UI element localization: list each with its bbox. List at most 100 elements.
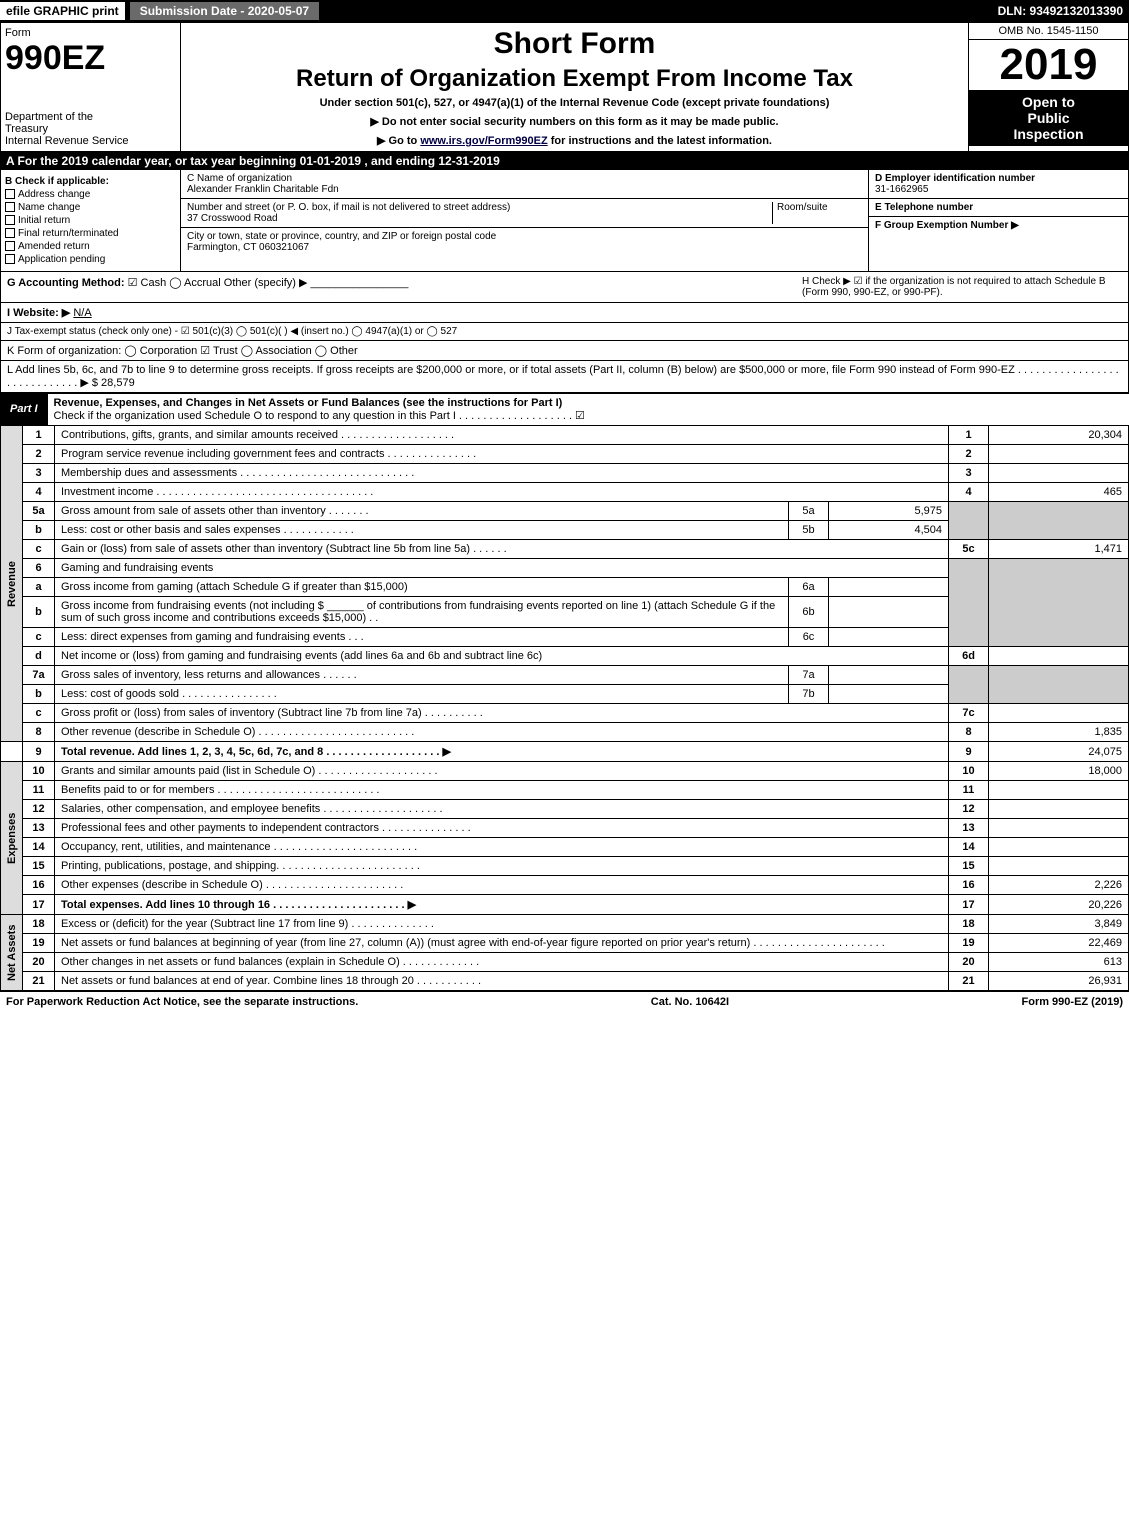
line-17-no: 17 [23,895,55,915]
dept-line-2: Treasury [5,123,176,135]
line-18-value: 3,849 [989,915,1129,934]
city-value: Farmington, CT 060321067 [187,242,862,253]
line-4-text: Investment income . . . . . . . . . . . … [55,483,949,502]
line-7a-no: 7a [23,666,55,685]
form-word: Form [5,27,176,39]
line-9-no: 9 [23,742,55,762]
header-center: Short Form Return of Organization Exempt… [181,23,968,151]
checkbox-initial-return[interactable] [5,215,15,225]
opt-name-change: Name change [18,202,80,213]
line-18-no: 18 [23,915,55,934]
line-19-text: Net assets or fund balances at beginning… [55,934,949,953]
line-16-value: 2,226 [989,876,1129,895]
checkbox-application-pending[interactable] [5,254,15,264]
column-def: D Employer identification number 31-1662… [868,170,1128,271]
line-17-text-cell: Total expenses. Add lines 10 through 16 … [55,895,949,915]
line-12-no: 12 [23,800,55,819]
checkbox-amended-return[interactable] [5,241,15,251]
row-l-text: L Add lines 5b, 6c, and 7b to line 9 to … [7,364,1119,389]
line-2-value [989,445,1129,464]
line-21-colno: 21 [949,972,989,991]
line-21-value: 26,931 [989,972,1129,991]
line-20-no: 20 [23,953,55,972]
inspection-box: Open to Public Inspection [969,90,1128,146]
line-6c-subval [829,628,949,647]
line-19-colno: 19 [949,934,989,953]
line-4-value: 465 [989,483,1129,502]
website-value: N/A [73,307,91,319]
submission-date: Submission Date - 2020-05-07 [129,1,320,21]
instructions-line: ▶ Go to www.irs.gov/Form990EZ for instru… [185,134,964,147]
line-5a-no: 5a [23,502,55,521]
part-1-table: Revenue 1 Contributions, gifts, grants, … [0,425,1129,991]
checkbox-name-change[interactable] [5,202,15,212]
line-7a-subval [829,666,949,685]
line-14-text: Occupancy, rent, utilities, and maintena… [55,838,949,857]
line-9-value: 24,075 [989,742,1129,762]
checkbox-final-return[interactable] [5,228,15,238]
row-i-website: I Website: ▶ N/A [0,303,1129,323]
line-1-text: Contributions, gifts, grants, and simila… [55,426,949,445]
shaded-6-val [989,559,1129,647]
line-20-colno: 20 [949,953,989,972]
city-label: City or town, state or province, country… [187,231,862,242]
line-6a-text: Gross income from gaming (attach Schedul… [55,578,789,597]
line-6d-colno: 6d [949,647,989,666]
footer-form-ref: Form 990-EZ (2019) [1022,996,1123,1008]
line-20-value: 613 [989,953,1129,972]
line-7c-colno: 7c [949,704,989,723]
checkbox-address-change[interactable] [5,189,15,199]
line-13-colno: 13 [949,819,989,838]
org-name-label: C Name of organization [187,173,862,184]
line-21-no: 21 [23,972,55,991]
footer-cat-no: Cat. No. 10642I [651,996,729,1008]
line-15-no: 15 [23,857,55,876]
line-12-text: Salaries, other compensation, and employ… [55,800,949,819]
revenue-section-label: Revenue [1,426,23,742]
line-7b-subval [829,685,949,704]
line-10-colno: 10 [949,762,989,781]
irs-link[interactable]: www.irs.gov/Form990EZ [420,135,547,147]
ein-label: D Employer identification number [875,173,1035,184]
group-exemption-label: F Group Exemption Number ▶ [875,220,1019,231]
efile-print-button[interactable]: efile GRAPHIC print [0,2,125,20]
line-13-value [989,819,1129,838]
line-6b-subval [829,597,949,628]
line-6a-subno: 6a [789,578,829,597]
org-name-value: Alexander Franklin Charitable Fdn [187,184,862,195]
line-1-colno: 1 [949,426,989,445]
netassets-section-label: Net Assets [1,915,23,991]
line-6d-value [989,647,1129,666]
line-14-no: 14 [23,838,55,857]
line-a-tax-year: A For the 2019 calendar year, or tax yea… [0,152,1129,170]
line-5c-colno: 5c [949,540,989,559]
line-6-no: 6 [23,559,55,578]
line-10-value: 18,000 [989,762,1129,781]
line-21-text: Net assets or fund balances at end of ye… [55,972,949,991]
inspection-l2: Public [973,110,1124,126]
shaded-7-val [989,666,1129,704]
line-14-value [989,838,1129,857]
line-7c-no: c [23,704,55,723]
part-1-title: Revenue, Expenses, and Changes in Net As… [48,393,1129,425]
opt-initial-return: Initial return [18,215,70,226]
street-label: Number and street (or P. O. box, if mail… [187,202,772,213]
line-16-colno: 16 [949,876,989,895]
line-5b-subno: 5b [789,521,829,540]
line-6c-text: Less: direct expenses from gaming and fu… [55,628,789,647]
line-11-no: 11 [23,781,55,800]
part-1-label: Part I [0,400,48,418]
line-3-text: Membership dues and assessments . . . . … [55,464,949,483]
line-7a-subno: 7a [789,666,829,685]
shaded-5ab-val [989,502,1129,540]
shaded-7 [949,666,989,704]
column-b-checkboxes: B Check if applicable: Address change Na… [1,170,181,271]
row-l-gross-receipts: L Add lines 5b, 6c, and 7b to line 9 to … [0,361,1129,393]
department-label: Department of the Treasury Internal Reve… [5,111,176,147]
line-6a-subval [829,578,949,597]
line-7c-text: Gross profit or (loss) from sales of inv… [55,704,949,723]
line-2-no: 2 [23,445,55,464]
line-5a-subval: 5,975 [829,502,949,521]
goto-suffix: for instructions and the latest informat… [548,135,772,147]
line-8-text: Other revenue (describe in Schedule O) .… [55,723,949,742]
